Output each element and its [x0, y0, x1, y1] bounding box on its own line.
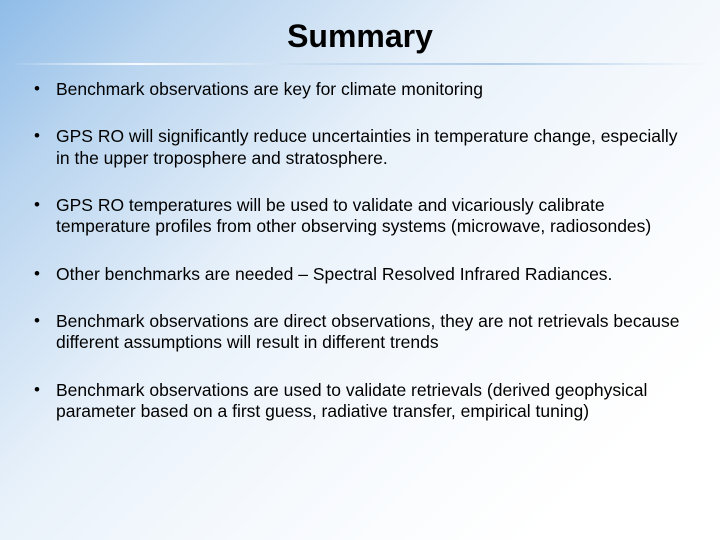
bullet-item: Benchmark observations are used to valid…	[28, 380, 692, 423]
bullet-item: Benchmark observations are key for clima…	[28, 79, 692, 100]
bullet-item: GPS RO will significantly reduce uncerta…	[28, 126, 692, 169]
bullet-item: Benchmark observations are direct observ…	[28, 311, 692, 354]
bullet-list: Benchmark observations are key for clima…	[28, 79, 692, 422]
slide-title: Summary	[0, 18, 720, 55]
slide-content: Benchmark observations are key for clima…	[0, 65, 720, 422]
slide-title-row: Summary	[0, 0, 720, 59]
bullet-item: Other benchmarks are needed – Spectral R…	[28, 264, 692, 285]
bullet-item: GPS RO temperatures will be used to vali…	[28, 195, 692, 238]
